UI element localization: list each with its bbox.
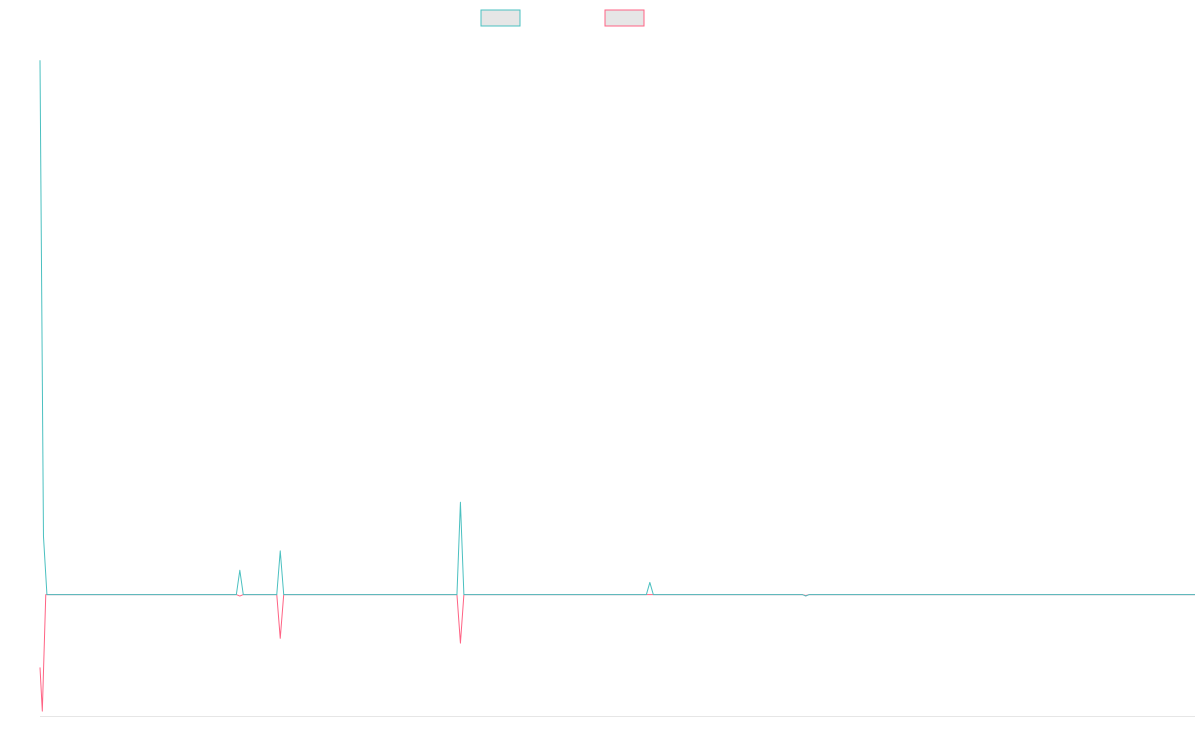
series-line-2 bbox=[39, 594, 1195, 712]
legend bbox=[480, 9, 645, 27]
plot-area bbox=[39, 60, 1195, 712]
legend-swatch-1[interactable] bbox=[480, 9, 521, 27]
series-line-1 bbox=[39, 60, 1195, 597]
legend-swatch-2[interactable] bbox=[604, 9, 645, 27]
